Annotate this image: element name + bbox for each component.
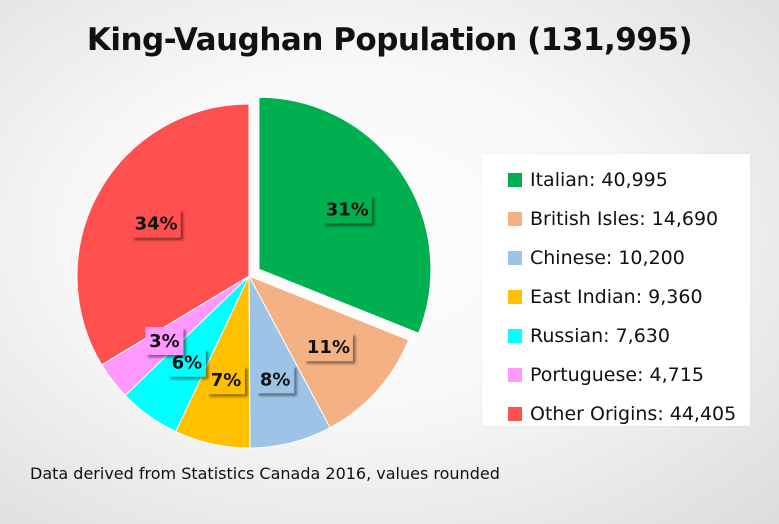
legend-label: Italian: 40,995 — [530, 168, 668, 191]
legend-swatch — [508, 250, 522, 265]
slice-label-box — [206, 366, 245, 395]
legend-swatch — [508, 289, 522, 304]
slice-label-7: 34% — [131, 209, 181, 238]
footnote: Data derived from Statistics Canada 2016… — [30, 464, 500, 483]
slice-label-text: 6% — [172, 353, 203, 374]
legend-swatch — [508, 211, 522, 226]
legend-item: Russian: 7,630 — [482, 316, 750, 355]
legend-label: Chinese: 10,200 — [530, 246, 685, 269]
slice-label-6: 3% — [145, 326, 184, 355]
legend-label: East Indian: 9,360 — [530, 285, 703, 308]
legend: Italian: 40,995 British Isles: 14,690 Chin… — [482, 154, 750, 426]
legend-item: Portuguese: 4,715 — [482, 355, 750, 394]
slice-label-text: 7% — [211, 370, 242, 391]
slice-label-3: 8% — [256, 365, 295, 394]
legend-swatch — [508, 328, 522, 343]
slice-label-text: 8% — [260, 369, 291, 390]
legend-item: Other Origins: 44,405 — [482, 394, 750, 433]
slice-label-4: 7% — [206, 366, 245, 395]
slice-label-box — [322, 195, 372, 224]
legend-swatch — [508, 406, 522, 421]
slice-label-text: 31% — [326, 199, 369, 220]
legend-label: Portuguese: 4,715 — [530, 363, 704, 386]
slice-label-box — [131, 209, 181, 238]
legend-item: Italian: 40,995 — [482, 160, 750, 199]
legend-label: Russian: 7,630 — [530, 324, 670, 347]
chart-title: King-Vaughan Population (131,995) — [86, 22, 693, 58]
slice-label-box — [303, 333, 353, 362]
slice-label-text: 34% — [135, 214, 178, 235]
slice-label-box — [256, 365, 295, 394]
legend-swatch — [508, 367, 522, 382]
legend-label: British Isles: 14,690 — [530, 207, 719, 230]
slice-label-text: 11% — [307, 337, 350, 358]
legend-item: Chinese: 10,200 — [482, 238, 750, 277]
legend-label: Other Origins: 44,405 — [530, 402, 737, 425]
slice-label-2: 11% — [303, 333, 353, 362]
legend-item: British Isles: 14,690 — [482, 199, 750, 238]
legend-item: East Indian: 9,360 — [482, 277, 750, 316]
slice-label-1: 31% — [322, 195, 372, 224]
legend-swatch — [508, 172, 522, 187]
slice-label-box — [145, 326, 184, 355]
slice-label-text: 3% — [149, 331, 180, 352]
